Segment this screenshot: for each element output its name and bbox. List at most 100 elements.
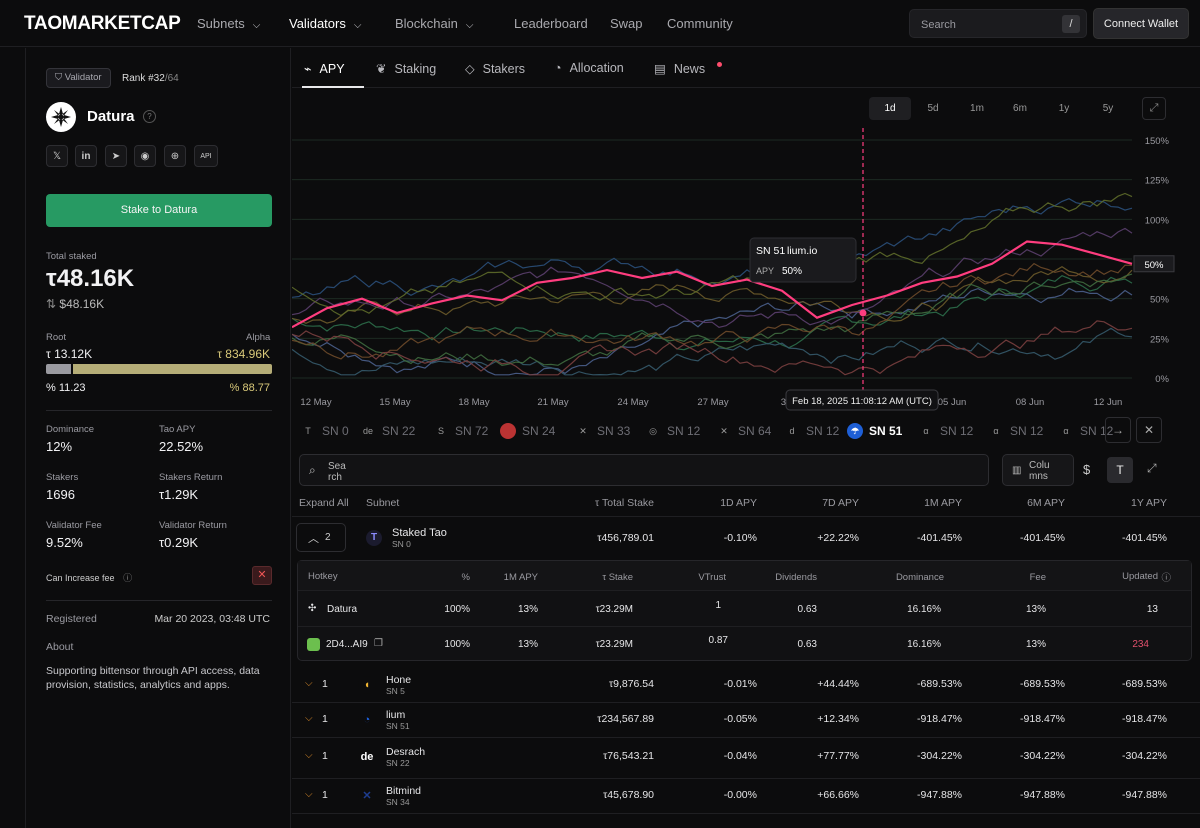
subnet-name[interactable]: Bitmind [386, 785, 422, 797]
subnet-name[interactable]: Hone [386, 674, 412, 686]
arrow-right-icon[interactable]: → [1105, 417, 1131, 443]
site-logo[interactable]: TAOMARKETCAP [24, 13, 181, 34]
hotkey-header[interactable]: Hotkey [308, 571, 338, 582]
range-6m[interactable]: 6m [1013, 103, 1027, 114]
1m-apy-subheader[interactable]: 1M APY [503, 572, 538, 583]
stake-subheader[interactable]: τ Stake [602, 572, 633, 583]
hotkey-address[interactable]: 2D4...AI9 [326, 639, 368, 650]
expand-all-header[interactable]: Expand All [299, 497, 349, 509]
1y-apy-header[interactable]: 1Y APY [1130, 497, 1167, 509]
range-1d[interactable]: 1d [869, 97, 911, 120]
series-line [292, 192, 1133, 317]
subnet-chip[interactable]: ◎ SN 12 [645, 423, 700, 439]
total-stake-header[interactable]: τ Total Stake [594, 497, 654, 509]
subnet-chip[interactable]: T SN 0 [300, 423, 348, 439]
range-5y[interactable]: 5y [1102, 103, 1114, 114]
chevron-down-icon[interactable]: ⌵ [305, 713, 313, 724]
subnet-chip[interactable]: ✕ SN 64 [716, 423, 771, 439]
table-row-expanded[interactable]: ︿ 2 T Staked Tao SN 0 τ456,789.01 -0.10% … [292, 518, 1200, 558]
usd-currency-toggle[interactable]: $ [1083, 462, 1091, 477]
6m-apy-header[interactable]: 6M APY [1027, 497, 1065, 509]
dividends-header[interactable]: Dividends [775, 572, 817, 583]
nav-community[interactable]: Community [667, 16, 733, 31]
stake-button[interactable]: Stake to Datura [46, 194, 272, 227]
expand-icon[interactable]: ⤢ [1142, 97, 1166, 120]
collapse-button[interactable]: ︿ 2 [296, 523, 346, 552]
1m-apy-cell: -401.45% [917, 532, 962, 544]
website-icon[interactable]: ⊕ [164, 145, 186, 167]
subtable-row[interactable]: 2D4...AI9 ❐ 100% 13% τ23.29M 0.87 0.63 1… [298, 627, 1191, 661]
subnet-header[interactable]: Subnet [366, 497, 400, 509]
divider [46, 410, 272, 411]
github-icon[interactable]: ◉ [134, 145, 156, 167]
nav-swap[interactable]: Swap [610, 16, 643, 31]
table-row[interactable]: ⌵ 1 ◔ lium SN 51 τ234,567.89 -0.05% +12.34% -918… [292, 702, 1200, 738]
close-icon[interactable]: ✕ [1136, 417, 1162, 443]
table-row[interactable]: ⌵ 1 de Desrach SN 22 τ76,543.21 -0.04% +77.77% -… [292, 739, 1200, 779]
root-value: τ 13.12K [46, 347, 93, 361]
columns-button[interactable]: ▥ Colu mns [1002, 454, 1074, 486]
apy-chart[interactable]: 0%25%50%75%100%125%150%50%SN 51lium.ioAP… [292, 128, 1200, 418]
nav-leaderboard[interactable]: Leaderboard [514, 16, 588, 31]
subnet-number: SN 34 [386, 797, 410, 807]
info-icon[interactable]: ⓘ [123, 573, 133, 583]
linkedin-icon[interactable]: in [75, 145, 97, 167]
subtable-row[interactable]: ✣ Datura 100% 13% τ23.29M 1 0.63 16.16% … [298, 591, 1191, 627]
close-icon[interactable]: ✕ [252, 566, 272, 585]
hotkey-subtable: Hotkey % 1M APY τ Stake VTrust Dividends… [297, 560, 1192, 661]
range-1m[interactable]: 1m [970, 103, 984, 114]
copy-icon[interactable]: ❐ [374, 638, 383, 649]
nav-subnets[interactable]: Subnets ⌵ [197, 16, 261, 31]
tab-stakers[interactable]: ◇ Stakers [465, 61, 526, 77]
info-icon[interactable]: ⓘ [1161, 573, 1171, 584]
fullscreen-icon[interactable]: ⤢ [1147, 461, 1157, 475]
table-row[interactable]: ⌵ 1 ✕ Bitmind SN 34 τ45,678.90 -0.00% +66.66% -9… [292, 778, 1200, 814]
subnet-chip[interactable]: ✕ SN 33 [575, 423, 630, 439]
hotkey-name[interactable]: Datura [327, 604, 358, 615]
table-search-input[interactable]: ⌕ Sea rch [299, 454, 989, 486]
1d-apy-header[interactable]: 1D APY [720, 497, 757, 509]
1m-apy-header[interactable]: 1M APY [924, 497, 962, 509]
series-line [292, 320, 1133, 376]
subnet-chip[interactable]: α SN 12 [988, 423, 1043, 439]
subnet-chip[interactable]: α SN 12 [918, 423, 973, 439]
updated-header[interactable]: Updated [1122, 571, 1158, 582]
search-input[interactable]: Search / [909, 9, 1087, 38]
range-1y[interactable]: 1y [1058, 103, 1070, 114]
dominance-header[interactable]: Dominance [895, 572, 944, 583]
help-icon[interactable]: ? [143, 110, 156, 123]
root-label: Root [46, 332, 67, 343]
table-row[interactable]: ⌵ 1 ◖ Hone SN 5 τ9,876.54 -0.01% +44.44% -689.53… [292, 667, 1200, 703]
fee-header[interactable]: Fee [1029, 572, 1046, 583]
connect-wallet-button[interactable]: Connect Wallet [1093, 8, 1189, 39]
tab-apy[interactable]: ⌁ APY [304, 61, 345, 77]
subnet-name[interactable]: lium [386, 709, 406, 721]
chevron-down-icon[interactable]: ⌵ [305, 789, 313, 800]
tab-staking[interactable]: ❦ Staking [376, 61, 437, 77]
y-tick-label: 125% [1145, 176, 1170, 187]
percent-header[interactable]: % [461, 572, 470, 583]
tao-currency-toggle[interactable]: T [1107, 457, 1133, 483]
tab-news[interactable]: ▤ News [654, 61, 706, 77]
y-tick-label: 0% [1155, 374, 1169, 385]
vtrust-header[interactable]: VTrust [698, 572, 726, 583]
chevron-down-icon[interactable]: ⌵ [305, 678, 313, 689]
subnet-chip[interactable]: ● SN 24 [500, 423, 555, 439]
series-line [292, 287, 1133, 376]
subnet-chip[interactable]: ☂ SN 51 [847, 423, 902, 439]
7d-apy-header[interactable]: 7D APY [822, 497, 859, 509]
chevron-down-icon[interactable]: ⌵ [305, 750, 313, 761]
nav-blockchain[interactable]: Blockchain ⌵ [395, 16, 474, 31]
api-icon[interactable]: API [194, 145, 218, 167]
range-5d[interactable]: 5d [927, 103, 939, 114]
nav-validators[interactable]: Validators ⌵ [289, 16, 362, 31]
x-twitter-icon[interactable]: 𝕏 [46, 145, 68, 167]
tab-allocation[interactable]: ◔ Allocation [554, 61, 624, 75]
subnet-chip[interactable]: d SN 12 [784, 423, 839, 439]
telegram-icon[interactable]: ➤ [105, 145, 127, 167]
hotkey-avatar [307, 638, 320, 651]
subnet-logo-icon: α [1063, 426, 1069, 436]
subnet-chip[interactable]: S SN 72 [433, 423, 488, 439]
subnet-chip[interactable]: de SN 22 [360, 423, 415, 439]
subnet-name[interactable]: Desrach [386, 746, 426, 758]
